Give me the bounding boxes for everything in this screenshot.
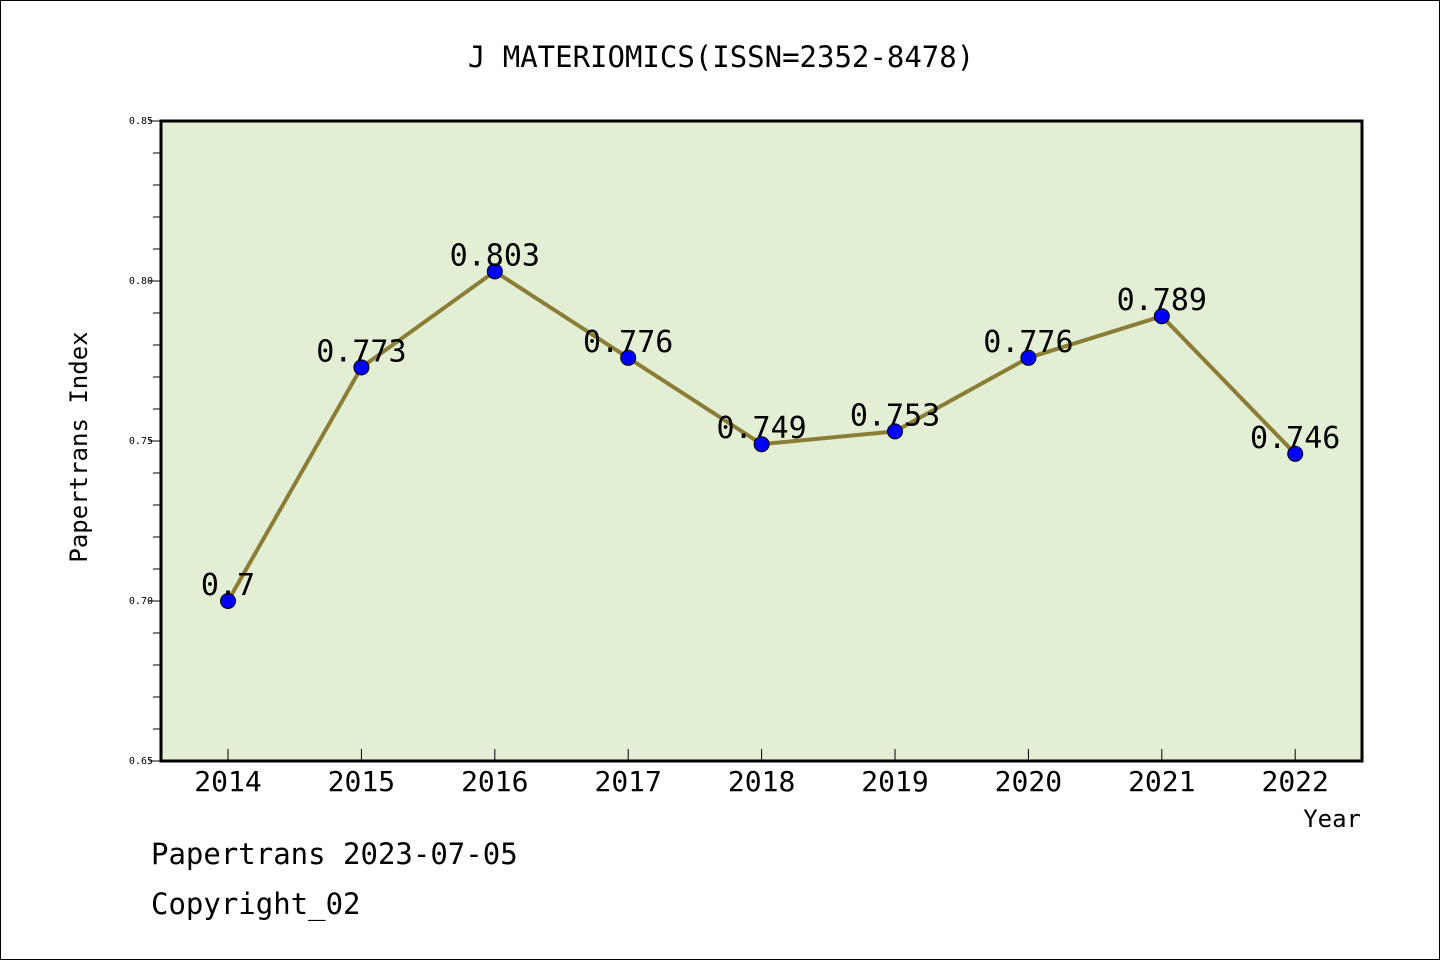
x-tick-label: 2014 — [194, 765, 261, 798]
data-label: 0.749 — [716, 411, 806, 446]
data-point-marker — [353, 359, 370, 376]
x-axis-title: Year — [1303, 805, 1361, 833]
data-label: 0.776 — [983, 325, 1073, 360]
y-tick-label: 0.85 — [129, 116, 153, 127]
data-point-marker — [1153, 308, 1170, 325]
x-tick-label: 2020 — [995, 765, 1062, 798]
data-point-marker — [1287, 445, 1304, 462]
data-point-marker — [620, 349, 637, 366]
y-axis-title: Papertrans Index — [65, 331, 93, 562]
footer-copyright: Copyright_02 — [151, 887, 361, 922]
y-axis: 0.65 0.70 0.75 0.80 0.85 — [129, 116, 161, 767]
data-label: 0.7 — [201, 568, 255, 603]
y-tick-label: 0.80 — [129, 276, 153, 287]
data-label: 0.803 — [450, 238, 540, 273]
x-tick-label: 2016 — [461, 765, 528, 798]
data-point-marker — [887, 423, 903, 440]
data-label: 0.789 — [1117, 283, 1207, 318]
x-tick-label: 2021 — [1128, 765, 1195, 798]
data-label: 0.746 — [1250, 421, 1340, 456]
y-tick-label: 0.65 — [129, 756, 153, 767]
series-layer — [220, 263, 1304, 609]
x-tick-label: 2017 — [594, 765, 661, 798]
x-axis: 2014 2015 2016 2017 2018 2019 2020 2021 2022 — [194, 749, 1329, 798]
data-label: 0.753 — [850, 398, 940, 433]
x-tick-label: 2015 — [328, 765, 395, 798]
footer-date: Papertrans 2023-07-05 — [151, 837, 518, 871]
x-tick-label: 2022 — [1261, 765, 1328, 798]
data-label: 0.776 — [583, 325, 673, 360]
data-point-marker — [753, 436, 770, 453]
data-label-layer: 0.7 0.773 0.803 0.776 0.749 0.753 0.776 0.789 0.… — [201, 238, 1340, 603]
data-point-marker — [486, 263, 503, 280]
data-point-marker — [1020, 349, 1037, 366]
data-point-marker — [220, 593, 236, 609]
x-tick-label: 2019 — [861, 765, 928, 798]
y-tick-label: 0.75 — [129, 436, 153, 447]
x-tick-label: 2018 — [728, 765, 795, 798]
chart-title: J MATERIOMICS(ISSN=2352-8478) — [468, 40, 974, 74]
data-label: 0.773 — [316, 334, 406, 369]
y-tick-label: 0.70 — [129, 596, 153, 607]
